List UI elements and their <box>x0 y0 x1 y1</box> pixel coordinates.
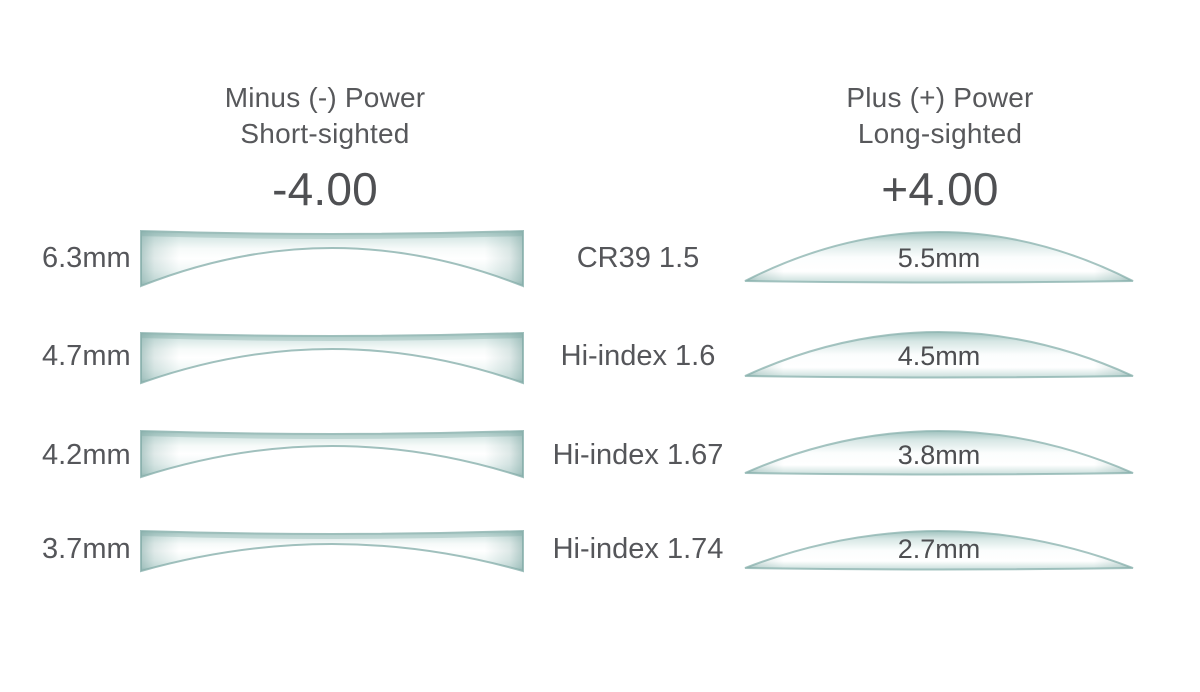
plus-lens-svg <box>744 231 1134 284</box>
minus-lens-illustration <box>140 330 524 386</box>
minus-thickness-label: 6.3mm <box>42 242 131 274</box>
plus-lens-svg-holder <box>743 429 1135 478</box>
plus-lens-illustration: 3.8mm <box>743 429 1135 478</box>
plus-lens-illustration: 4.5mm <box>743 330 1135 381</box>
plus-lens-svg-holder <box>743 529 1135 573</box>
plus-power-value: +4.00 <box>881 163 999 215</box>
minus-lens-svg <box>140 331 524 385</box>
plus-lens-svg <box>744 430 1134 476</box>
minus-power-value: -4.00 <box>272 163 378 215</box>
plus-lens-illustration: 2.7mm <box>743 529 1135 573</box>
plus-thickness-label: 2.7mm <box>897 534 981 564</box>
minus-lens-illustration <box>140 428 524 480</box>
material-label: CR39 1.5 <box>576 242 700 274</box>
plus-power-header: Plus (+) Power Long-sighted +4.00 <box>765 80 1115 214</box>
plus-lens-svg <box>744 530 1134 571</box>
minus-power-header: Minus (-) Power Short-sighted -4.00 <box>150 80 500 214</box>
plus-thickness-label: 5.5mm <box>897 243 981 273</box>
plus-power-title: Plus (+) Power <box>846 82 1034 113</box>
material-label: Hi-index 1.67 <box>552 439 724 471</box>
minus-power-title: Minus (-) Power <box>224 82 426 113</box>
minus-thickness-label: 4.2mm <box>42 439 131 471</box>
minus-lens-illustration <box>140 228 524 289</box>
minus-lens-svg <box>140 529 524 573</box>
minus-lens-svg <box>140 429 524 479</box>
plus-thickness-label: 3.8mm <box>897 440 981 470</box>
plus-lens-svg-holder <box>743 230 1135 286</box>
minus-thickness-label: 3.7mm <box>42 533 131 565</box>
minus-thickness-label: 4.7mm <box>42 340 131 372</box>
material-label: Hi-index 1.74 <box>552 533 724 565</box>
plus-lens-svg-holder <box>743 330 1135 381</box>
material-label: Hi-index 1.6 <box>560 340 716 372</box>
minus-power-subtitle: Short-sighted <box>240 118 410 149</box>
minus-lens-svg <box>140 229 524 288</box>
minus-lens-illustration <box>140 528 524 574</box>
plus-lens-illustration: 5.5mm <box>743 230 1135 286</box>
plus-power-subtitle: Long-sighted <box>857 118 1023 149</box>
plus-thickness-label: 4.5mm <box>897 341 981 371</box>
plus-lens-svg <box>744 331 1134 379</box>
